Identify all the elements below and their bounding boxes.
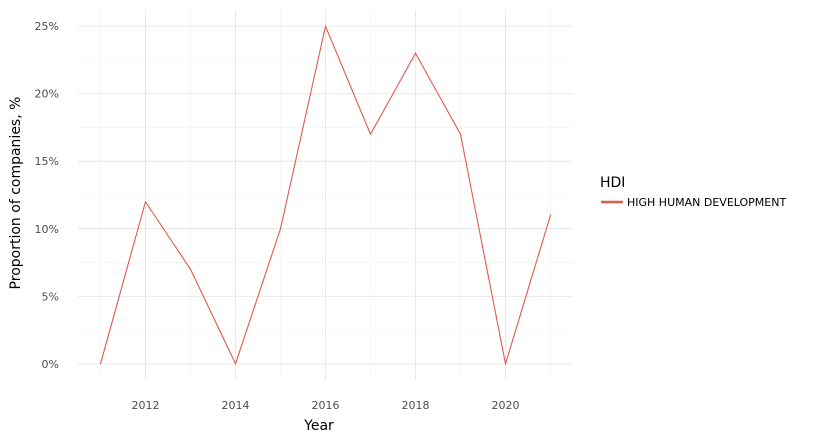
y-tick-label: 25%: [35, 20, 59, 33]
y-axis-ticks: 0% 5% 10% 15% 20% 25%: [35, 20, 59, 371]
data-point: [279, 228, 282, 230]
data-point: [549, 214, 552, 216]
series-layer: [99, 25, 552, 365]
x-axis-ticks: 2012 2014 2016 2018 2020: [132, 399, 520, 412]
x-axis-title: Year: [303, 418, 334, 434]
y-tick-label: 0%: [42, 358, 59, 371]
data-point: [324, 25, 327, 27]
data-point: [459, 133, 462, 135]
legend-label: HIGH HUMAN DEVELOPMENT: [627, 196, 786, 209]
x-tick-label: 2018: [402, 399, 430, 412]
data-point: [144, 201, 147, 203]
y-tick-label: 15%: [35, 155, 59, 168]
data-point: [369, 133, 372, 135]
x-tick-label: 2016: [312, 399, 340, 412]
data-point: [189, 268, 192, 270]
y-axis-title: Proportion of companies, %: [8, 97, 24, 290]
legend-title: HDI: [600, 175, 625, 191]
y-tick-label: 10%: [35, 223, 59, 236]
data-point: [414, 52, 417, 54]
x-tick-label: 2020: [492, 399, 520, 412]
y-tick-label: 5%: [42, 290, 59, 303]
y-tick-label: 20%: [35, 88, 59, 101]
legend: HDI HIGH HUMAN DEVELOPMENT: [600, 175, 786, 209]
x-tick-label: 2014: [222, 399, 250, 412]
data-point: [234, 363, 237, 365]
data-point: [99, 363, 102, 365]
x-tick-label: 2012: [132, 399, 160, 412]
data-point: [504, 363, 507, 365]
